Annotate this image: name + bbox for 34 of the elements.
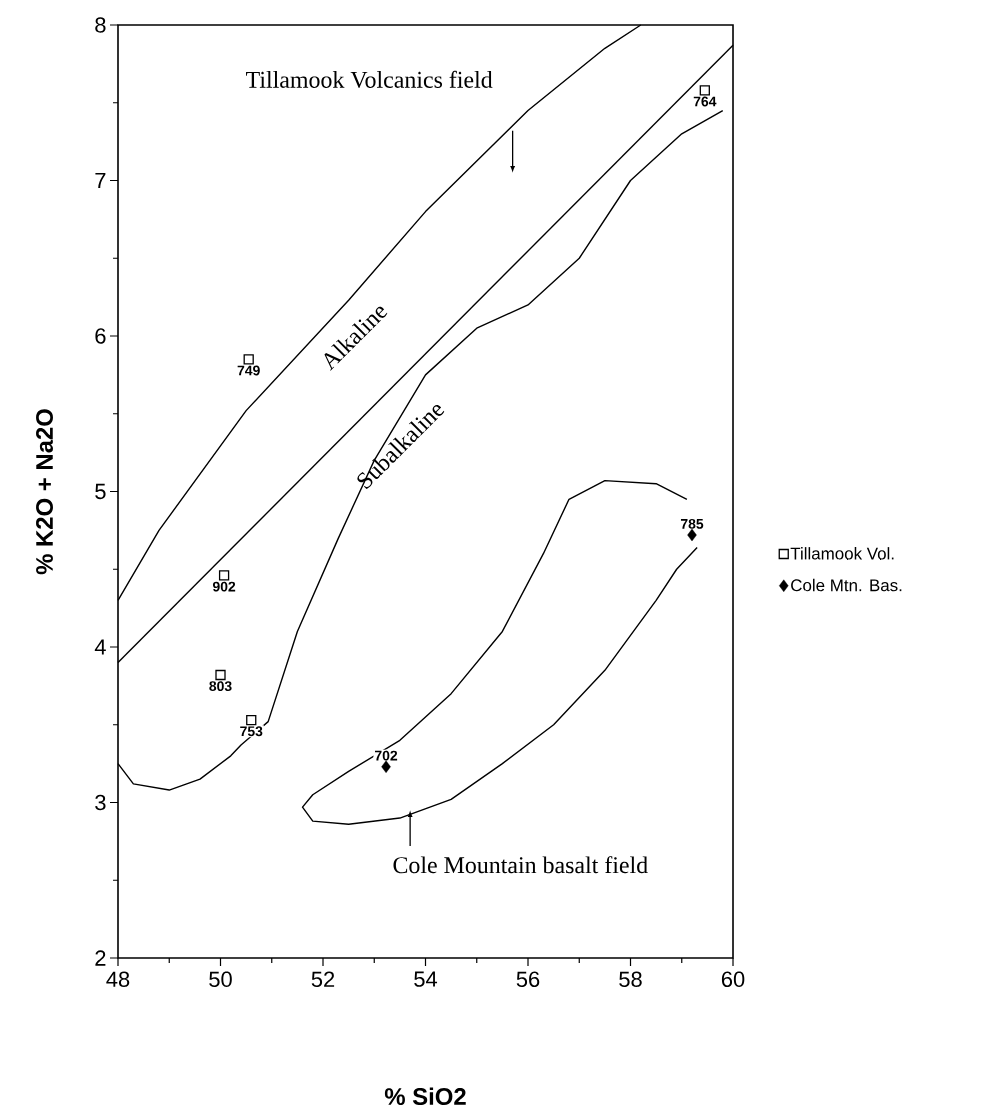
y-tick-label: 8 (95, 17, 106, 33)
point (699, 85, 710, 96)
y-tick-label: 7 (95, 172, 106, 189)
annotation: 764 (693, 96, 717, 107)
point (246, 714, 257, 726)
y-tick-label: 5 (95, 483, 106, 500)
legend-label: Cole Mtn. Bas. (791, 578, 902, 592)
point (215, 669, 226, 681)
y-tick-label: 4 (94, 639, 106, 655)
annotation: Tillamook Volcanics field (246, 70, 493, 89)
point (687, 528, 697, 542)
y-tick-label: 3 (95, 794, 106, 811)
annotation: 749 (237, 365, 260, 376)
x-axis-title: % SiO2 (384, 1087, 466, 1106)
point (381, 760, 391, 773)
annotation: 902 (212, 581, 236, 592)
annotation: 803 (209, 681, 232, 692)
x-tick-label: 60 (721, 971, 745, 988)
annotation: 702 (375, 750, 398, 761)
y-axis-title: % K2O + Na2O (36, 409, 53, 575)
legend-label: Tillamook Vol. (790, 547, 894, 560)
x-tick-label: 52 (311, 971, 335, 988)
x-tick-label: 58 (619, 971, 642, 988)
x-tick-label: 56 (516, 971, 540, 988)
point (243, 354, 254, 365)
annotation: 753 (240, 726, 263, 737)
x-tick-label: 50 (209, 971, 232, 988)
annotation: Cole Mountain basalt field (393, 856, 648, 874)
annotation: 785 (680, 518, 704, 529)
x-tick-label: 48 (106, 971, 130, 988)
y-tick-label: 2 (95, 950, 106, 966)
y-tick-label: 6 (95, 328, 106, 344)
point (218, 570, 230, 581)
x-tick-label: 54 (414, 971, 438, 987)
